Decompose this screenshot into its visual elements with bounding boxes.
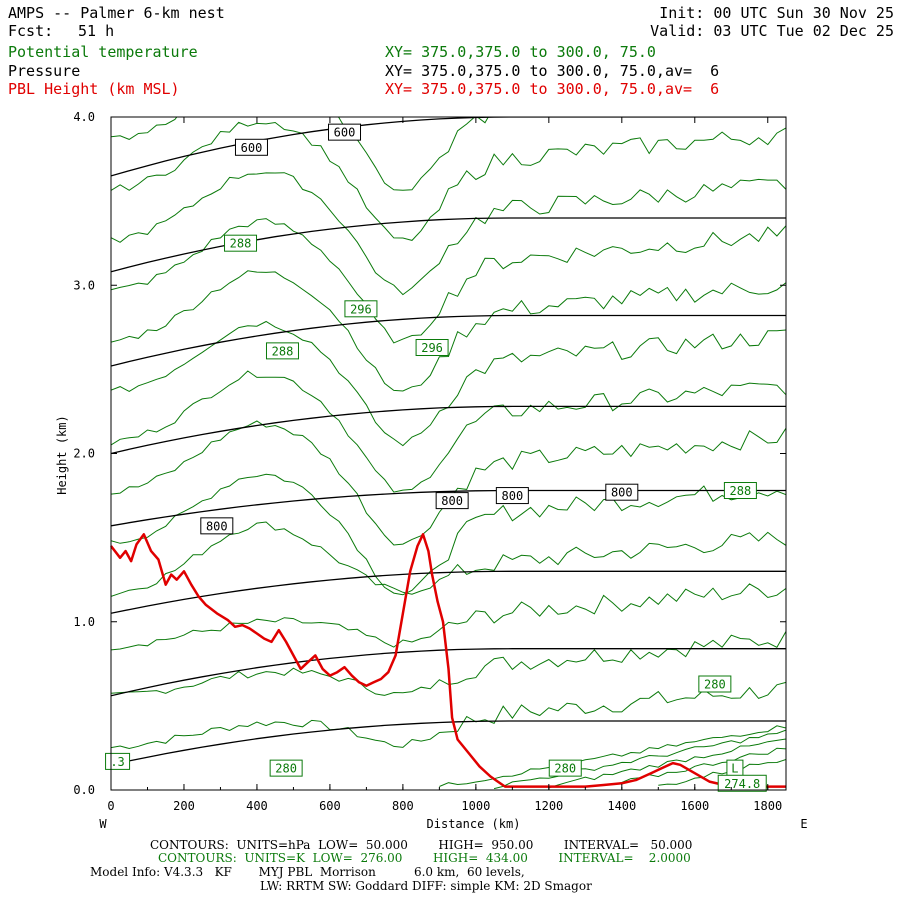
svg-text:296: 296 [350,302,372,316]
footer-model-info: Model Info: V4.3.3 KF MYJ PBL Morrison 6… [90,865,525,879]
theta-isentrope-3 [111,521,786,597]
x-tick-label-8: 1600 [680,799,709,813]
theta-label-5: 280 [698,675,732,693]
pressure-contour-3 [111,489,786,527]
svg-text:600: 600 [241,141,263,155]
svg-text:288: 288 [230,237,252,251]
theta-isentrope-12 [111,117,489,191]
theta-low-isentrope-3 [603,747,786,785]
pressure-contour-2 [111,570,786,614]
pressure-label-0: 600 [234,138,268,156]
theta-low-isentrope-0 [439,725,786,787]
x-tick-label-5: 1000 [461,799,490,813]
svg-text:800: 800 [441,494,463,508]
field-pressure-xy: XY= 375.0,375.0 to 300.0, 75.0,av= 6 [385,62,720,80]
x-tick-label-2: 400 [246,799,268,813]
theta-isentrope-4 [111,473,786,596]
svg-text:280: 280 [275,762,297,776]
svg-text:800: 800 [502,489,524,503]
field-theta-xy: XY= 375.0,375.0 to 300.0, 75.0 [385,43,656,61]
init-time: Init: 00 UTC Sun 30 Nov 25 [659,4,894,22]
theta-label-0: 288 [224,234,258,252]
field-pbl-name: PBL Height (km MSL) [8,80,180,98]
svg-text:280: 280 [704,678,726,692]
svg-text:296: 296 [421,341,443,355]
y-axis-title: Height (km) [55,415,69,494]
theta-isentrope-10 [111,172,786,296]
theta-label-6: 280 [269,759,303,777]
theta-label-4: 288 [723,482,757,500]
theta-label-2: 296 [415,339,449,357]
theta-label-3: 288 [265,342,299,360]
axes: 0 200 400 600 800 1000 1200 1400 1600 1800 0.0 1.0 2… [55,110,808,831]
pressure-contour-7 [111,117,786,177]
contour-labels: 600 600 800 800 800 800 288 296 296 288 288 280 280 2… [105,123,767,792]
x-left-direction: W [99,817,107,831]
theta-isentrope-6 [111,370,786,493]
pbl-height-series [110,533,786,788]
theta-isentrope-0 [111,681,786,750]
svg-text:600: 600 [334,126,356,140]
theta-label-9: 274.8 [717,774,767,792]
x-tick-label-0: 0 [107,799,114,813]
pressure-label-2: 800 [200,517,234,535]
y-tick-label-1: 1.0 [73,615,95,629]
pressure-label-3: 800 [435,492,469,510]
y-tick-label-4: 4.0 [73,110,95,124]
pressure-contour-4 [111,405,786,455]
valid-time: Valid: 03 UTC Tue 02 Dec 25 [650,22,894,40]
y-tick-label-3: 3.0 [73,278,95,292]
field-theta-name: Potential temperature [8,43,198,61]
x-tick-label-9: 1800 [753,799,782,813]
x-tick-label-3: 600 [319,799,341,813]
svg-text:.3: .3 [110,755,124,769]
theta-label-8: L [726,759,744,777]
theta-isentrope-9 [111,218,786,344]
theta-low-isentrope-2 [548,738,786,789]
pressure-contours [111,117,786,766]
pbl-height-line [110,533,786,788]
theta-label-7: 280 [548,759,582,777]
forecast-hour: 51 h [78,22,115,40]
pressure-contour-5 [111,314,786,367]
footer-physics-info: LW: RRTM SW: Goddard DIFF: simple KM: 2D… [260,879,592,893]
x-tick-label-4: 800 [392,799,414,813]
theta-contours [111,117,786,790]
svg-text:L: L [731,762,738,776]
svg-text:274.8: 274.8 [724,777,760,791]
svg-text:288: 288 [272,344,294,358]
theta-low-isentrope-1 [493,729,786,790]
theta-label-1: 296 [344,300,378,318]
pressure-contour-0 [111,720,786,766]
svg-text:800: 800 [206,519,228,533]
theta-isentrope-2 [111,583,786,651]
theta-label-10: .3 [105,752,131,770]
svg-text:800: 800 [611,486,633,500]
chart-title: AMPS -- Palmer 6-km nest [8,4,225,22]
pressure-label-5: 800 [605,483,639,501]
x-tick-label-7: 1400 [607,799,636,813]
y-tick-label-0: 0.0 [73,783,95,797]
field-pbl-xy: XY= 375.0,375.0 to 300.0, 75.0,av= 6 [385,80,720,98]
pressure-contour-6 [111,217,786,273]
footer-theta-contours: CONTOURS: UNITS=K LOW= 276.00 HIGH= 434.… [158,851,691,865]
field-pressure-name: Pressure [8,62,81,80]
pressure-label-4: 800 [495,487,529,505]
y-tick-label-2: 2.0 [73,447,95,461]
theta-isentrope-11 [111,121,786,241]
footer-pressure-contours: CONTOURS: UNITS=hPa LOW= 50.000 HIGH= 95… [150,838,693,852]
svg-text:280: 280 [554,762,576,776]
x-right-direction: E [800,817,807,831]
pressure-contour-1 [111,648,786,697]
forecast-label: Fcst: [8,22,54,40]
svg-text:288: 288 [730,484,752,498]
x-axis-title: Distance (km) [427,817,521,831]
pressure-label-1: 600 [328,123,362,141]
x-tick-label-6: 1200 [534,799,563,813]
theta-low-isentrope-4 [658,759,786,786]
x-tick-label-1: 200 [173,799,195,813]
theta-isentrope-8 [111,270,786,392]
